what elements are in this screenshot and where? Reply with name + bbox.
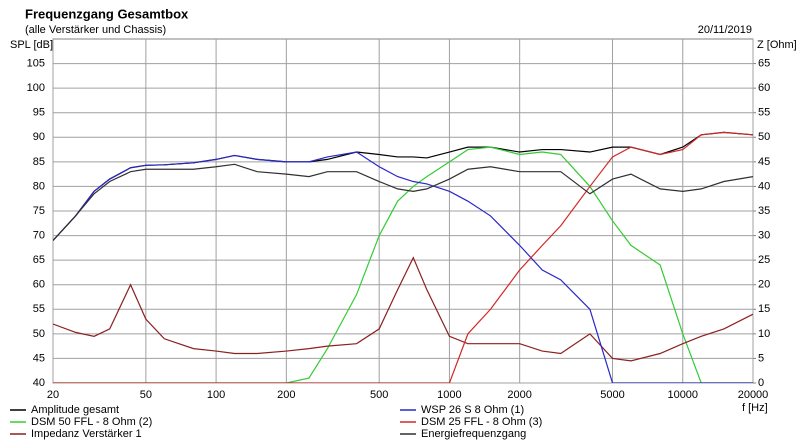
y2-tick-label: 10	[758, 328, 770, 340]
y-tick-label: 100	[27, 82, 45, 94]
legend-label: DSM 25 FFL - 8 Ohm (3)	[421, 416, 542, 428]
y2-tick-label: 45	[758, 156, 770, 168]
series-line	[53, 131, 753, 383]
y2-tick-label: 50	[758, 131, 770, 143]
legend-label: Energiefrequenzgang	[421, 428, 526, 440]
y2-tick-label: 25	[758, 254, 770, 266]
y2-axis-label: Z [Ohm]	[757, 39, 797, 51]
y2-tick-label: 15	[758, 303, 770, 315]
legend-label: Impedanz Verstärker 1	[31, 428, 142, 440]
y2-tick-label: 60	[758, 82, 770, 94]
y-tick-label: 90	[33, 131, 45, 143]
series-line	[53, 146, 753, 383]
y2-tick-label: 20	[758, 279, 770, 291]
y-tick-label: 60	[33, 279, 45, 291]
series-line	[53, 151, 753, 383]
x-tick-label: 50	[140, 389, 152, 401]
x-axis-label: f [Hz]	[742, 402, 768, 414]
y-tick-label: 50	[33, 328, 45, 340]
y2-tick-label: 40	[758, 180, 770, 192]
y-tick-label: 45	[33, 352, 45, 364]
y2-tick-label: 30	[758, 229, 770, 241]
y2-tick-label: 35	[758, 205, 770, 217]
x-tick-label: 200	[277, 389, 295, 401]
x-tick-label: 100	[207, 389, 225, 401]
y-tick-label: 80	[33, 180, 45, 192]
x-tick-label: 20000	[738, 389, 769, 401]
y2-tick-label: 0	[758, 377, 764, 389]
y-tick-label: 55	[33, 303, 45, 315]
y-tick-label: 85	[33, 156, 45, 168]
y-axis-label: SPL [dB]	[10, 39, 53, 51]
y-tick-label: 95	[33, 107, 45, 119]
x-tick-label: 10000	[667, 389, 698, 401]
legend-label: WSP 26 S 8 Ohm (1)	[421, 404, 524, 416]
y-tick-label: 40	[33, 377, 45, 389]
legend-label: Amplitude gesamt	[31, 404, 119, 416]
legend-label: DSM 50 FFL - 8 Ohm (2)	[31, 416, 152, 428]
chart-subtitle: (alle Verstärker und Chassis)	[25, 24, 166, 36]
x-tick-label: 5000	[600, 389, 624, 401]
series-line	[53, 256, 753, 362]
y-tick-label: 105	[27, 57, 45, 69]
y2-tick-label: 5	[758, 352, 764, 364]
x-tick-label: 20	[47, 389, 59, 401]
y-tick-label: 65	[33, 254, 45, 266]
x-tick-label: 2000	[507, 389, 531, 401]
series-line	[53, 163, 753, 241]
x-tick-label: 500	[370, 389, 388, 401]
chart-date: 20/11/2019	[698, 24, 752, 36]
x-tick-label: 1000	[437, 389, 461, 401]
chart-title: Frequenzgang Gesamtbox	[25, 6, 189, 21]
y2-tick-label: 55	[758, 107, 770, 119]
y2-tick-label: 65	[758, 57, 770, 69]
y-tick-label: 75	[33, 205, 45, 217]
y-tick-label: 70	[33, 229, 45, 241]
